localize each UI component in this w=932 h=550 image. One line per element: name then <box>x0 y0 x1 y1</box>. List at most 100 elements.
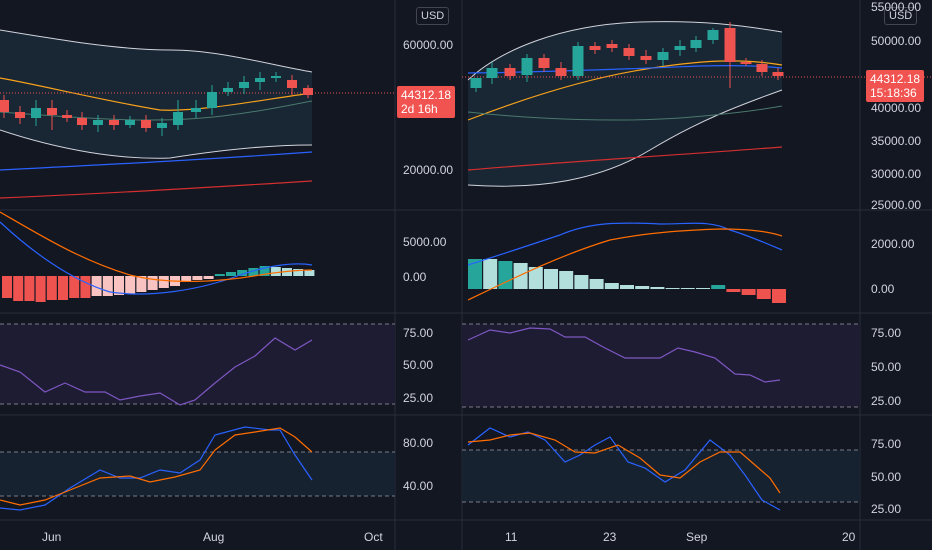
left-last-price-value: 44312.18 <box>401 88 452 102</box>
right-countdown: 15:18:36 <box>870 86 917 100</box>
macd-histogram-bar <box>214 274 225 276</box>
candle-body <box>239 82 249 88</box>
macd-histogram-bar <box>13 276 24 301</box>
macd-histogram-bar <box>665 288 680 289</box>
right-signal-line <box>467 228 783 301</box>
right-macd-pane[interactable] <box>467 222 786 303</box>
left-bollinger-upper <box>0 29 313 73</box>
macd-histogram-bar <box>91 276 102 296</box>
macd-histogram-bar <box>192 276 203 280</box>
candle-body <box>287 80 297 88</box>
candle-body <box>141 120 151 128</box>
left-rsi-band <box>0 324 395 404</box>
right-stoch-pane[interactable] <box>462 427 860 511</box>
macd-histogram-bar <box>772 289 786 303</box>
right-macd-histogram <box>468 259 786 303</box>
macd-histogram-bar <box>498 261 513 289</box>
candle-body <box>572 46 584 76</box>
right-time-label-4: 20 <box>842 530 856 544</box>
candle-body <box>538 58 550 68</box>
candle-body <box>255 78 265 82</box>
macd-histogram-bar <box>589 279 604 289</box>
left-price-pane[interactable] <box>0 29 395 199</box>
macd-histogram-bar <box>24 276 35 301</box>
candle-body <box>15 112 25 118</box>
right-rsi-scale-label-1: 75.00 <box>871 326 902 340</box>
right-stoch-d <box>467 432 781 494</box>
candle-body <box>125 120 135 125</box>
left-last-price-tag: 44312.18 2d 16h <box>397 86 456 118</box>
right-rsi-line <box>467 327 781 383</box>
candle-body <box>589 46 601 50</box>
left-stoch-scale-label-2: 40.00 <box>403 479 434 493</box>
right-macd-line <box>467 222 783 266</box>
macd-histogram-bar <box>237 270 248 276</box>
macd-histogram-bar <box>468 259 482 289</box>
left-stoch-scale-label-1: 80.00 <box>403 436 434 450</box>
left-time-label-3: Oct <box>364 530 383 544</box>
left-green-ma <box>0 100 313 121</box>
candle-body <box>623 48 635 56</box>
right-red-ma <box>467 146 783 171</box>
right-rsi-scale-label-3: 25.00 <box>871 394 902 408</box>
macd-histogram-bar <box>756 289 771 299</box>
candle-body <box>191 108 201 112</box>
right-bollinger-upper <box>467 21 783 81</box>
candle-body <box>555 68 567 76</box>
candle-body <box>93 120 103 125</box>
left-rsi-scale-label-3: 25.00 <box>403 391 434 405</box>
right-currency-button[interactable]: USD <box>884 7 918 25</box>
macd-histogram-bar <box>226 272 236 276</box>
right-price-pane[interactable] <box>462 21 932 187</box>
candle-body <box>740 62 752 64</box>
right-rsi-pane[interactable] <box>462 323 860 408</box>
macd-histogram-bar <box>620 285 634 289</box>
macd-histogram-bar <box>147 276 158 290</box>
macd-histogram-bar <box>69 276 80 298</box>
candle-body <box>470 78 482 88</box>
candle-body <box>674 46 686 50</box>
left-macd-pane[interactable] <box>0 211 315 302</box>
left-stoch-pane[interactable] <box>0 426 395 511</box>
left-price-scale-label-1: 60000.00 <box>403 38 454 52</box>
left-price-scale-label-2: 20000.00 <box>403 163 454 177</box>
left-stoch-k <box>0 426 313 511</box>
macd-histogram-bar <box>483 259 498 289</box>
left-rsi-pane[interactable] <box>0 323 395 406</box>
left-stoch-d <box>0 427 313 506</box>
macd-histogram-bar <box>102 276 113 296</box>
right-blue-ma <box>467 65 783 74</box>
macd-histogram-bar <box>35 276 46 302</box>
macd-histogram-bar <box>604 283 619 289</box>
left-blue-ma <box>0 151 313 171</box>
candle-body <box>303 88 313 95</box>
left-countdown: 2d 16h <box>401 102 438 116</box>
macd-histogram-bar <box>680 288 695 289</box>
right-rsi-band <box>462 324 860 407</box>
macd-histogram-bar <box>528 267 543 289</box>
macd-histogram-bar <box>696 288 710 289</box>
candle-body <box>657 52 669 60</box>
macd-histogram-bar <box>574 275 589 289</box>
macd-histogram-bar <box>726 289 741 292</box>
candle-body <box>521 58 533 75</box>
macd-histogram-bar <box>741 289 756 295</box>
left-currency-button[interactable]: USD <box>416 7 450 25</box>
macd-histogram-bar <box>259 266 270 276</box>
candle-body <box>606 44 618 48</box>
candle-body <box>0 100 9 112</box>
right-stoch-scale-label-3: 25.00 <box>871 502 902 516</box>
macd-histogram-bar <box>270 267 281 276</box>
macd-histogram-bar <box>513 263 528 289</box>
macd-histogram-bar <box>114 276 124 295</box>
candle-body <box>772 72 784 76</box>
candle-body <box>173 112 183 125</box>
left-macd-scale-label-2: 0.00 <box>403 270 427 284</box>
macd-histogram-bar <box>158 276 169 288</box>
right-bollinger-lower <box>467 89 783 187</box>
macd-histogram-bar <box>136 276 147 292</box>
right-price-scale-label-2: 50000.00 <box>871 34 922 48</box>
macd-histogram-bar <box>181 276 192 282</box>
macd-histogram-bar <box>58 276 68 300</box>
